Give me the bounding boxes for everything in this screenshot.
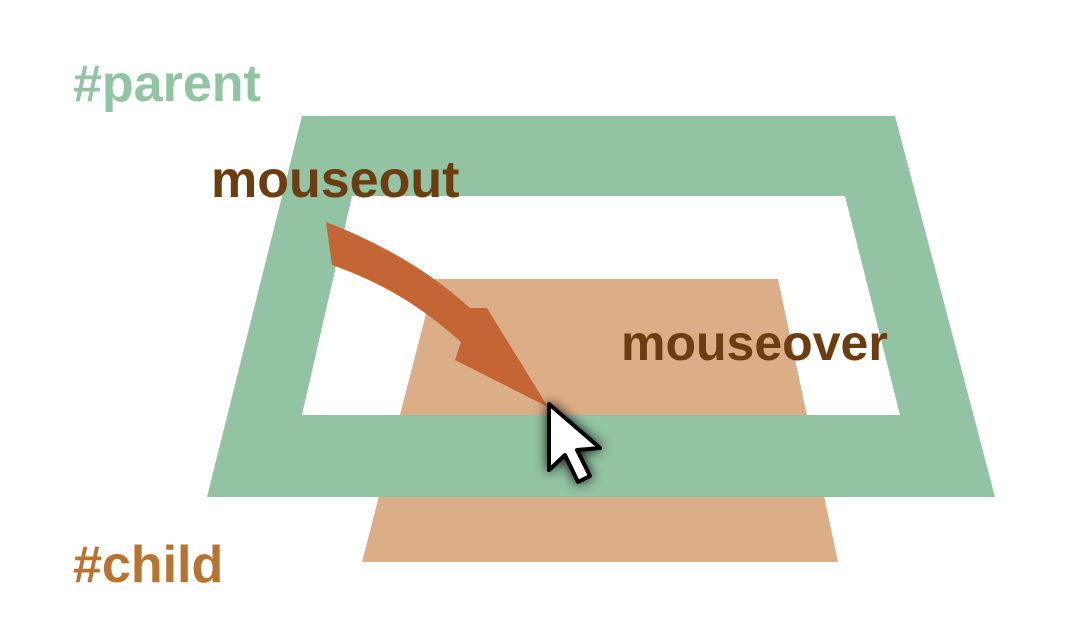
parent-element-frame xyxy=(207,116,995,497)
mouse-cursor-icon xyxy=(547,402,602,484)
child-label: #child xyxy=(73,536,223,594)
curved-arrow-icon xyxy=(326,222,548,407)
parent-label: #parent xyxy=(73,55,261,113)
mouseover-label: mouseover xyxy=(621,315,888,371)
mouseout-label: mouseout xyxy=(211,151,459,209)
